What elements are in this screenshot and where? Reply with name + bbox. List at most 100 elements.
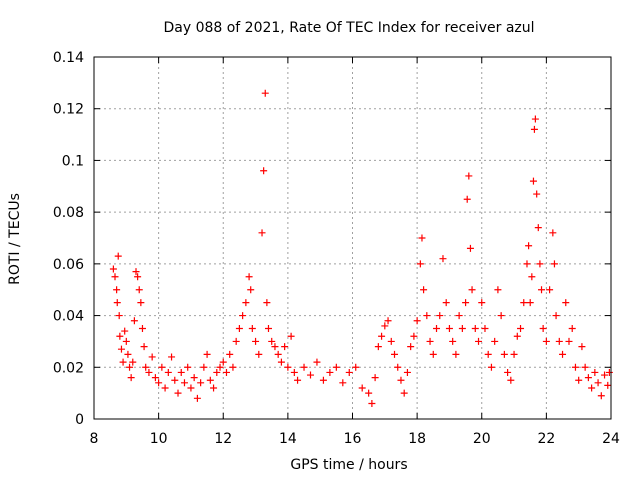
data-point-marker <box>529 177 537 185</box>
data-point-marker <box>397 376 405 384</box>
data-point-marker <box>513 332 521 340</box>
x-tick-label: 12 <box>214 431 232 447</box>
data-point-marker <box>122 337 130 345</box>
data-point-marker <box>445 325 453 332</box>
y-tick-label: 0.14 <box>53 50 84 66</box>
data-point-marker <box>546 286 554 294</box>
data-point-marker <box>466 244 474 252</box>
data-point-marker <box>129 358 137 366</box>
data-point-marker <box>423 312 431 320</box>
data-point-marker <box>387 337 395 345</box>
data-point-marker <box>550 260 558 268</box>
data-point-marker <box>597 392 605 400</box>
data-point-marker <box>168 353 176 361</box>
data-point-marker <box>119 358 127 366</box>
data-point-marker <box>319 376 327 384</box>
data-point-marker <box>193 394 201 402</box>
y-tick-label: 0.12 <box>53 102 84 118</box>
data-point-marker <box>468 286 476 294</box>
data-point-marker <box>568 325 576 332</box>
y-tick-label: 0 <box>75 412 84 428</box>
data-point-marker <box>113 286 121 294</box>
data-point-marker <box>332 363 340 371</box>
data-point-marker <box>465 172 473 180</box>
data-point-marker <box>471 325 479 332</box>
data-point-marker <box>368 399 376 407</box>
data-point-marker <box>394 363 402 371</box>
data-point-marker <box>478 299 486 307</box>
data-point-marker <box>260 167 268 175</box>
data-point-marker <box>130 317 138 325</box>
data-point-marker <box>588 384 596 392</box>
data-point-marker <box>436 312 444 320</box>
data-point-marker <box>222 368 230 376</box>
axis-ticks <box>93 56 612 420</box>
data-point-marker <box>604 381 612 389</box>
data-point-marker <box>494 286 502 294</box>
data-point-marker <box>137 299 145 307</box>
data-point-marker <box>109 265 117 273</box>
data-point-marker <box>410 332 418 340</box>
data-point-marker <box>462 299 470 307</box>
x-tick-label: 10 <box>150 431 168 447</box>
data-point-marker <box>571 363 579 371</box>
data-point-marker <box>520 299 528 307</box>
data-point-marker <box>605 368 613 376</box>
x-tick-label: 14 <box>279 431 297 447</box>
data-point-marker <box>420 286 428 294</box>
data-point-marker <box>203 350 211 358</box>
data-point-marker <box>197 379 205 387</box>
data-point-marker <box>487 363 495 371</box>
data-point-marker <box>284 363 292 371</box>
x-tick-label: 20 <box>473 431 491 447</box>
data-point-marker <box>145 368 153 376</box>
data-point-marker <box>497 312 505 320</box>
chart-title: Day 088 of 2021, Rate Of TEC Index for r… <box>163 20 534 36</box>
data-point-marker <box>594 379 602 387</box>
data-point-marker <box>290 368 298 376</box>
data-point-marker <box>391 350 399 358</box>
data-point-marker <box>533 190 541 198</box>
data-point-marker <box>206 376 214 384</box>
data-point-marker <box>300 363 308 371</box>
data-point-marker <box>507 376 515 384</box>
data-point-marker <box>413 317 421 325</box>
data-point-marker <box>526 299 534 307</box>
grid-lines <box>94 57 611 419</box>
data-point-marker <box>591 368 599 376</box>
data-point-marker <box>523 260 531 268</box>
data-point-marker <box>252 337 260 345</box>
data-point-marker <box>463 195 471 203</box>
data-point-marker <box>158 363 166 371</box>
data-point-marker <box>235 325 243 332</box>
data-point-marker <box>491 337 499 345</box>
data-point-marker <box>190 374 198 382</box>
data-point-marker <box>528 273 536 281</box>
data-point-marker <box>132 268 140 276</box>
data-point-marker <box>200 363 208 371</box>
data-point-marker <box>525 242 533 250</box>
data-point-marker <box>263 299 271 307</box>
x-tick-label: 24 <box>602 431 620 447</box>
data-point-marker <box>219 358 227 366</box>
data-point-marker <box>138 325 146 332</box>
data-point-marker <box>247 286 255 294</box>
data-point-marker <box>455 312 463 320</box>
data-point-marker <box>140 343 148 351</box>
data-point-marker <box>371 374 379 382</box>
data-point-marker <box>151 374 159 382</box>
data-point-marker <box>358 384 366 392</box>
data-point-marker <box>407 343 415 351</box>
data-point-marker <box>517 325 525 332</box>
data-point-marker <box>352 363 360 371</box>
data-point-marker <box>378 332 386 340</box>
data-point-marker <box>555 337 563 345</box>
data-point-marker <box>287 332 295 340</box>
data-point-marker <box>429 350 437 358</box>
data-point-marker <box>116 332 124 340</box>
x-tick-label: 18 <box>408 431 426 447</box>
data-point-marker <box>210 384 218 392</box>
data-point-marker <box>164 368 172 376</box>
data-point-marker <box>559 350 567 358</box>
